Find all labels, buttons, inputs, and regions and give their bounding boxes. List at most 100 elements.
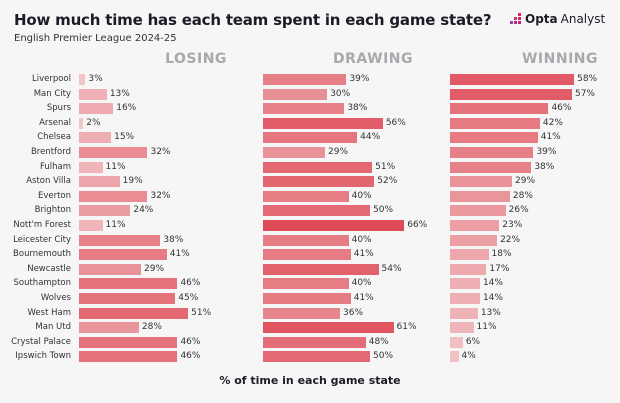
value-label: 28% <box>141 322 162 333</box>
bar-winning <box>450 336 463 348</box>
logo-text-opta: Opta <box>525 12 558 26</box>
bar-drawing <box>263 351 370 363</box>
value-label: 50% <box>373 205 394 216</box>
value-label: 16% <box>116 103 137 114</box>
bar-drawing <box>263 336 366 348</box>
bar-drawing <box>263 220 405 231</box>
bar-losing <box>79 220 103 231</box>
value-label: 40% <box>351 234 372 245</box>
bar-losing <box>79 293 176 304</box>
value-label: 58% <box>577 74 598 84</box>
bar-winning <box>450 351 459 363</box>
value-label: 51% <box>375 161 396 172</box>
value-label: 45% <box>178 293 199 303</box>
bar-losing <box>79 249 167 261</box>
team-label: Arsenal <box>39 117 71 128</box>
value-label: 61% <box>396 322 417 333</box>
value-label: 57% <box>574 88 595 99</box>
bar-drawing <box>263 322 394 334</box>
bar-losing <box>79 103 114 115</box>
value-label: 14% <box>482 293 503 303</box>
bar-losing <box>79 351 178 363</box>
value-label: 36% <box>343 307 364 318</box>
value-label: 26% <box>508 205 529 216</box>
bar-winning <box>450 147 534 158</box>
team-label: Spurs <box>46 103 71 114</box>
bar-losing <box>79 88 107 100</box>
team-label: Bournemouth <box>13 249 71 260</box>
team-label: Brighton <box>34 205 71 216</box>
bar-winning <box>450 263 487 275</box>
panel-header-losing: LOSING <box>165 51 227 67</box>
value-label: 48% <box>368 336 389 347</box>
chart-title: How much time has each team spent in eac… <box>14 11 492 29</box>
value-label: 13% <box>480 307 501 318</box>
bar-losing <box>79 147 148 158</box>
value-label: 18% <box>491 249 512 260</box>
value-label: 51% <box>191 307 212 318</box>
chart-subtitle: English Premier League 2024-25 <box>14 33 177 44</box>
bar-winning <box>450 307 478 319</box>
bar-winning <box>450 234 498 246</box>
bar-winning <box>450 132 538 144</box>
bar-winning <box>450 161 532 173</box>
value-label: 54% <box>381 263 402 274</box>
value-label: 32% <box>150 190 171 201</box>
bar-drawing <box>263 205 370 217</box>
panel-header-winning: WINNING <box>521 51 598 67</box>
team-label: Fulham <box>39 161 71 172</box>
value-label: 44% <box>360 132 381 143</box>
bar-losing <box>79 205 131 217</box>
team-label: Man Utd <box>35 322 71 333</box>
bar-winning <box>450 205 506 217</box>
value-label: 29% <box>328 147 349 157</box>
value-label: 15% <box>114 132 135 143</box>
bar-drawing <box>263 103 345 115</box>
value-label: 38% <box>163 234 184 245</box>
value-label: 2% <box>86 117 101 128</box>
team-label: Newcastle <box>27 263 71 274</box>
value-label: 11% <box>476 322 497 333</box>
bar-drawing <box>263 263 379 275</box>
value-label: 40% <box>351 190 372 201</box>
bar-drawing <box>263 278 349 290</box>
value-label: 41% <box>353 249 374 260</box>
value-label: 17% <box>489 263 510 274</box>
team-label: West Ham <box>27 307 71 318</box>
value-label: 11% <box>105 220 126 230</box>
bar-drawing <box>263 176 375 188</box>
bar-drawing <box>263 161 373 173</box>
bar-losing <box>79 132 112 144</box>
team-label: Aston Villa <box>26 176 71 187</box>
bar-drawing <box>263 293 351 304</box>
team-label: Ipswich Town <box>15 351 71 362</box>
bar-drawing <box>263 190 349 202</box>
value-label: 13% <box>109 88 130 99</box>
team-label: Brentford <box>30 147 71 157</box>
value-label: 39% <box>349 74 370 84</box>
team-label: Chelsea <box>37 132 71 143</box>
value-label: 23% <box>502 220 523 230</box>
bar-winning <box>450 103 549 115</box>
bar-winning <box>450 74 575 85</box>
bar-drawing <box>263 132 358 144</box>
value-label: 38% <box>347 103 368 114</box>
bar-drawing <box>263 117 383 129</box>
value-label: 41% <box>353 293 374 303</box>
team-label: Crystal Palace <box>11 336 71 347</box>
value-label: 46% <box>180 336 201 347</box>
value-label: 56% <box>385 117 406 128</box>
value-label: 41% <box>540 132 561 143</box>
team-label: Southampton <box>13 278 71 289</box>
bar-winning <box>450 293 480 304</box>
bar-losing <box>79 161 103 173</box>
opta-analyst-logo: Opta Analyst <box>508 12 605 26</box>
bar-losing <box>79 307 189 319</box>
x-axis-label: % of time in each game state <box>219 374 401 387</box>
value-label: 39% <box>536 147 557 157</box>
team-label: Wolves <box>40 293 71 303</box>
bar-drawing <box>263 147 326 158</box>
team-label: Nott'm Forest <box>13 220 71 230</box>
bar-winning <box>450 117 540 129</box>
value-label: 6% <box>465 336 481 347</box>
